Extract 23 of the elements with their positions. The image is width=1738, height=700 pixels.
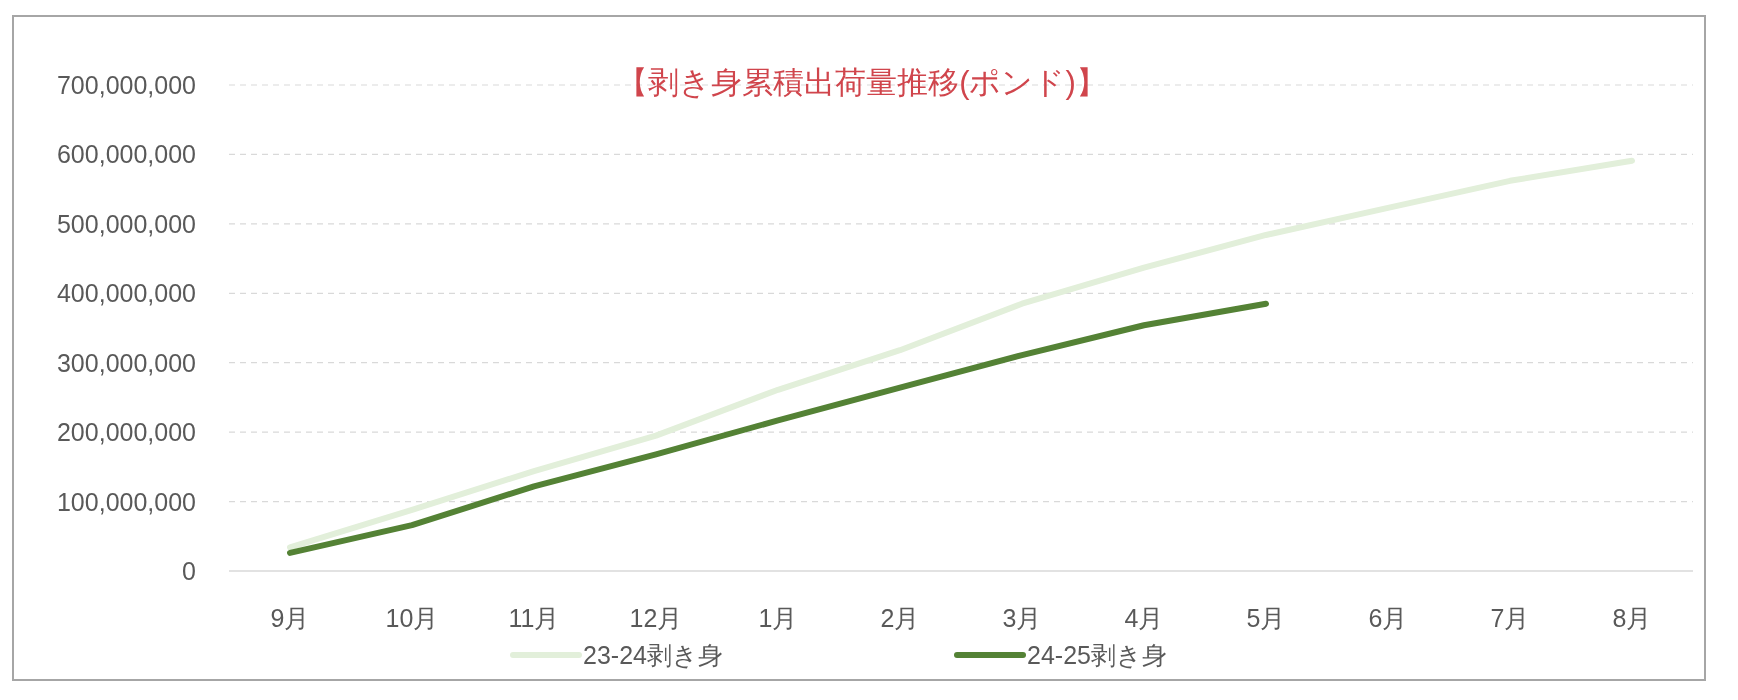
x-tick-label: 8月 [1612,604,1652,632]
x-tick-label: 5月 [1246,604,1286,632]
x-tick-label: 2月 [880,604,920,632]
x-tick-label: 12月 [629,604,683,632]
legend-label: 24-25剥き身 [1027,641,1167,669]
x-tick-label: 6月 [1368,604,1408,632]
y-tick-label: 300,000,000 [56,348,196,377]
y-tick-label: 500,000,000 [56,209,196,238]
x-tick-label: 1月 [758,604,798,632]
x-tick-label: 4月 [1124,604,1164,632]
y-tick-label: 100,000,000 [56,487,196,516]
x-tick-label: 7月 [1490,604,1530,632]
x-tick-label: 9月 [270,604,310,632]
x-tick-label: 10月 [385,604,439,632]
y-tick-label: 200,000,000 [56,418,196,447]
y-tick-label: 600,000,000 [56,140,196,169]
x-tick-label: 11月 [508,604,560,632]
y-tick-label: 700,000,000 [56,71,196,99]
chart-title: 【剥き身累積出荷量推移(ポンド)】 [617,65,1107,100]
y-tick-label: 400,000,000 [56,279,196,308]
y-tick-label: 0 [182,557,196,585]
legend-label: 23-24剥き身 [583,641,723,669]
x-tick-label: 3月 [1002,604,1042,632]
